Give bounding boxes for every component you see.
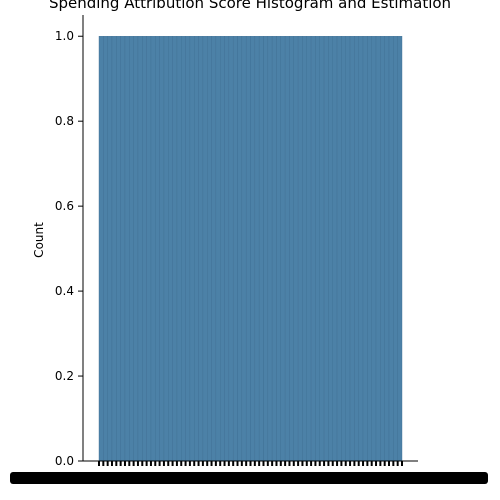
histogram-bar bbox=[289, 36, 294, 462]
histogram-bar bbox=[232, 36, 238, 462]
histogram-bar bbox=[323, 36, 329, 462]
histogram-bar bbox=[349, 36, 355, 462]
y-tick-label: 0.6 bbox=[55, 199, 74, 213]
histogram-bar bbox=[280, 36, 286, 462]
histogram-bar bbox=[237, 36, 243, 462]
histogram-bar bbox=[198, 36, 204, 462]
histogram-bar bbox=[194, 36, 199, 462]
y-tick-label: 0.2 bbox=[55, 369, 74, 383]
histogram-bar bbox=[276, 36, 282, 462]
histogram-bar bbox=[297, 36, 303, 462]
histogram-bar bbox=[176, 36, 182, 462]
histogram-bar bbox=[393, 36, 398, 462]
histogram-bar bbox=[124, 36, 130, 462]
histogram-bar bbox=[310, 36, 316, 462]
histogram-bar bbox=[345, 36, 351, 462]
histogram-bar bbox=[354, 36, 359, 462]
histogram-bar bbox=[155, 36, 160, 462]
histogram-bar bbox=[142, 36, 147, 462]
histogram-bar bbox=[358, 36, 364, 462]
histogram-bar bbox=[254, 36, 260, 462]
histogram-bar bbox=[332, 36, 338, 462]
histogram-bar bbox=[146, 36, 152, 462]
histogram-bar bbox=[380, 36, 385, 462]
histogram-bar bbox=[172, 36, 178, 462]
histogram-bar bbox=[137, 36, 143, 462]
histogram-bar bbox=[224, 36, 230, 462]
histogram-bar bbox=[263, 36, 269, 462]
histogram-bar bbox=[219, 36, 225, 462]
histogram-bar bbox=[341, 36, 346, 462]
histogram-bar bbox=[258, 36, 264, 462]
y-axis-label: Count bbox=[32, 222, 46, 258]
histogram-bar bbox=[245, 36, 251, 462]
y-tick-label: 0.8 bbox=[55, 114, 74, 128]
y-tick-label: 1.0 bbox=[55, 29, 74, 43]
histogram-bar bbox=[129, 36, 134, 462]
histogram-bar bbox=[384, 36, 390, 462]
histogram-bar bbox=[315, 36, 320, 462]
histogram-bar bbox=[302, 36, 307, 462]
histogram-bar bbox=[371, 36, 377, 462]
histogram-bar bbox=[228, 36, 234, 462]
histogram-bar bbox=[375, 36, 381, 462]
histogram-bar bbox=[319, 36, 325, 462]
histogram-bar bbox=[293, 36, 299, 462]
histogram-bar bbox=[397, 36, 403, 462]
histogram-bar bbox=[250, 36, 256, 462]
y-tick-label: 0.4 bbox=[55, 284, 74, 298]
y-axis-ticks: 0.0 0.2 0.4 0.6 0.8 1.0 bbox=[55, 29, 83, 468]
histogram-bar bbox=[98, 36, 104, 462]
histogram-bar bbox=[362, 36, 368, 462]
histogram-bar bbox=[133, 36, 139, 462]
histogram-bar bbox=[267, 36, 273, 462]
histogram-bar bbox=[306, 36, 312, 462]
histogram-bar bbox=[163, 36, 169, 462]
histogram-bar bbox=[202, 36, 208, 462]
histogram-bar bbox=[336, 36, 342, 462]
histogram-bar bbox=[168, 36, 173, 462]
histogram-bar bbox=[211, 36, 217, 462]
histogram-bar bbox=[284, 36, 290, 462]
y-tick-label: 0.0 bbox=[55, 454, 74, 468]
histogram-bar bbox=[328, 36, 333, 462]
chart-title: Spending Attribution Score Histogram and… bbox=[49, 0, 451, 12]
histogram-bar bbox=[116, 36, 121, 462]
histogram-bar bbox=[207, 36, 212, 462]
histogram-bar bbox=[159, 36, 165, 462]
histogram-bar bbox=[185, 36, 191, 462]
histogram-bar bbox=[189, 36, 195, 462]
x-tick-labels-overlap bbox=[10, 472, 488, 484]
histogram-bar bbox=[367, 36, 372, 462]
histogram-bar bbox=[120, 36, 126, 462]
histogram-bar bbox=[215, 36, 221, 462]
histogram-bar bbox=[271, 36, 277, 462]
histogram-bar bbox=[107, 36, 113, 462]
histogram-bar bbox=[388, 36, 394, 462]
histogram-bar bbox=[181, 36, 186, 462]
histogram-bar bbox=[111, 36, 117, 462]
histogram-bar bbox=[241, 36, 247, 462]
histogram-bar bbox=[150, 36, 156, 462]
histogram-bar bbox=[103, 36, 108, 462]
x-axis-ticks bbox=[10, 461, 488, 484]
bars-group bbox=[98, 36, 403, 462]
